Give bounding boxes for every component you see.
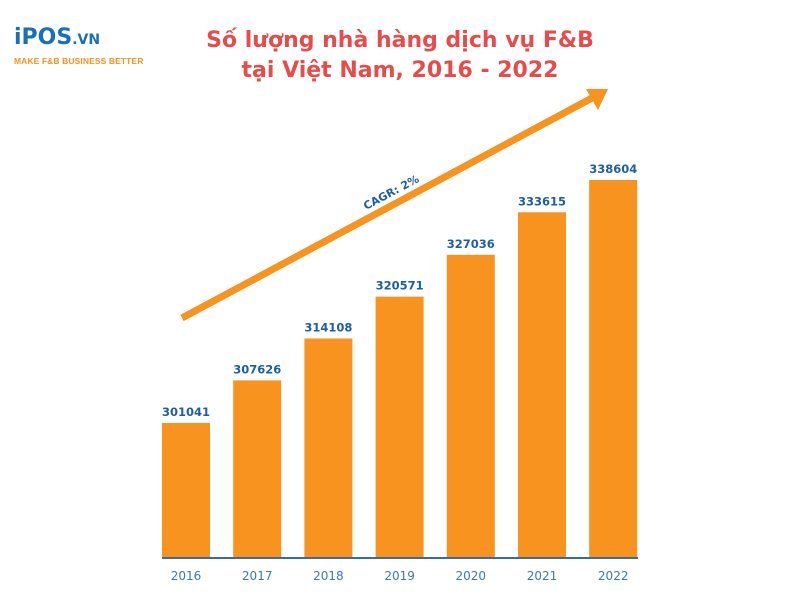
year-label-2016: 2016 — [171, 569, 202, 583]
year-label-2022: 2022 — [598, 569, 629, 583]
year-label-2020: 2020 — [456, 569, 487, 583]
logo-suffix: .VN — [72, 32, 101, 48]
year-label-2018: 2018 — [313, 569, 344, 583]
trend-arrow-head-icon — [586, 89, 608, 110]
trend-arrow-shaft — [180, 94, 594, 322]
bar-2018 — [304, 338, 353, 557]
value-label-2016: 301041 — [162, 405, 210, 419]
value-label-2019: 320571 — [376, 279, 424, 293]
logo-tagline: MAKE F&B BUSINESS BETTER — [14, 56, 144, 66]
value-label-2021: 333615 — [518, 194, 566, 208]
bars-group: 301041 307626 314108 320571 327036 333615 3386… — [162, 162, 638, 558]
chart-title: Số lượng nhà hàng dịch vụ F&B tại Việt N… — [190, 26, 610, 86]
chart-title-line2: tại Việt Nam, 2016 - 2022 — [241, 58, 559, 83]
logo-brand: iPOS — [14, 25, 73, 50]
value-label-2017: 307626 — [233, 362, 281, 376]
ipos-logo: iPOS.VN MAKE F&B BUSINESS BETTER — [14, 26, 144, 67]
year-label-2019: 2019 — [384, 569, 415, 583]
bar-2021 — [518, 212, 566, 557]
bar-2020 — [446, 254, 495, 558]
bar-2022 — [589, 180, 638, 557]
year-label-2017: 2017 — [242, 569, 273, 583]
value-label-2018: 314108 — [304, 320, 352, 334]
x-axis-labels: 2016 2017 2018 2019 2020 2021 2022 — [171, 569, 629, 583]
value-label-2022: 338604 — [589, 162, 637, 176]
bar-2016 — [162, 423, 210, 557]
value-label-2020: 327036 — [447, 237, 495, 251]
bar-2019 — [375, 296, 424, 557]
logo-wordmark: iPOS.VN — [14, 26, 143, 52]
year-label-2021: 2021 — [527, 569, 558, 583]
chart-title-line1: Số lượng nhà hàng dịch vụ F&B — [206, 28, 594, 53]
bar-2017 — [233, 380, 282, 557]
